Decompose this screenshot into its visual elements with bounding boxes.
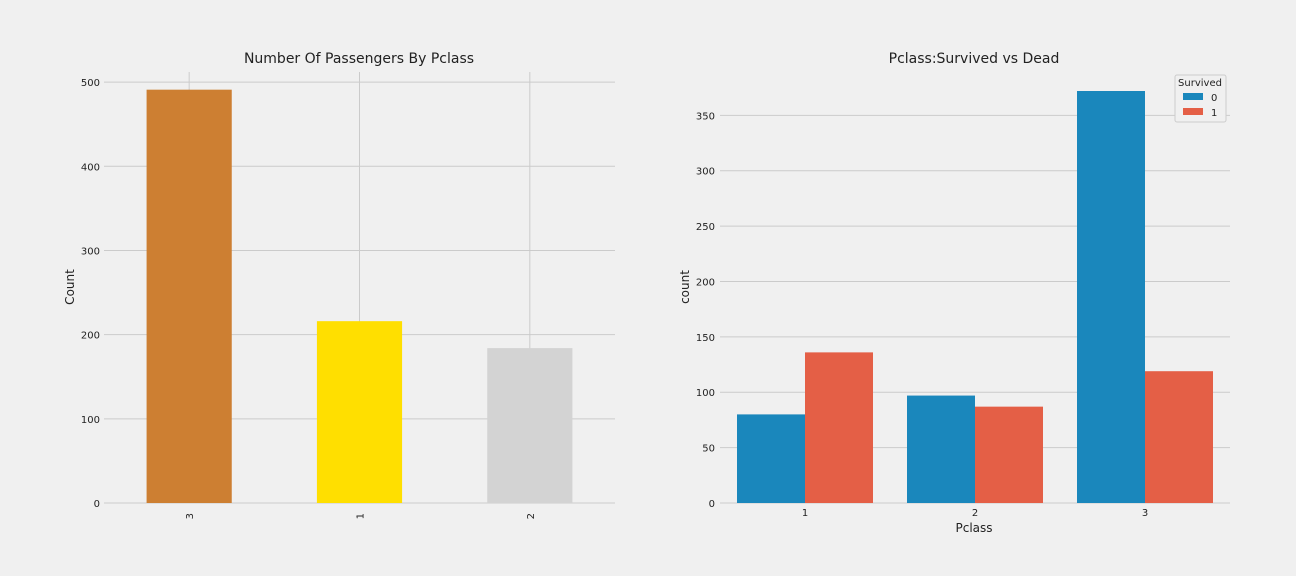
chart1-ytick-label: 100	[81, 415, 100, 426]
chart1-bar-3	[146, 89, 232, 503]
chart2-ylabel: count	[678, 270, 692, 304]
chart1-ytick-label: 300	[81, 246, 100, 257]
chart2-bar-3-survived-0	[1077, 91, 1145, 503]
chart1-ytick-label: 400	[81, 162, 100, 173]
chart1-ytick-label: 200	[81, 331, 100, 342]
chart2-bar-2-survived-1	[975, 406, 1043, 503]
chart1-title: Number Of Passengers By Pclass	[244, 51, 474, 67]
legend-label-1: 1	[1211, 108, 1217, 119]
chart2-title: Pclass:Survived vs Dead	[889, 51, 1060, 67]
chart2-bar-3-survived-1	[1145, 371, 1213, 503]
chart2-bar-1-survived-0	[737, 414, 805, 503]
chart2-ytick-label: 0	[709, 499, 715, 510]
chart1-ylabel: Count	[63, 269, 77, 305]
chart1-xtick-label: 2	[526, 513, 537, 519]
chart-passengers-by-pclass: Number Of Passengers By Pclass Count 0 10…	[63, 51, 615, 519]
chart1-bar-2	[487, 348, 573, 503]
chart1-bar-1	[316, 321, 403, 503]
chart2-bar-1-survived-1	[805, 352, 873, 503]
chart2-ytick-label: 250	[696, 222, 715, 233]
chart1-ytick-label: 0	[94, 499, 100, 510]
chart2-xlabel: Pclass	[955, 521, 992, 535]
chart2-ytick-label: 150	[696, 333, 715, 344]
chart2-xtick-label: 3	[1142, 508, 1148, 519]
chart2-xtick-label: 2	[972, 508, 978, 519]
legend-title: Survived	[1178, 78, 1222, 89]
legend-swatch-1	[1183, 108, 1203, 115]
chart2-bar-2-survived-0	[907, 395, 975, 503]
chart1-xtick-label: 3	[185, 513, 196, 519]
chart2-legend: Survived 0 1	[1174, 74, 1227, 123]
chart-survived-vs-dead: Pclass:Survived vs Dead count Pclass 0 50…	[678, 51, 1230, 535]
chart2-ytick-label: 200	[696, 277, 715, 288]
chart2-ytick-label: 350	[696, 111, 715, 122]
legend-swatch-0	[1183, 93, 1203, 100]
chart2-ytick-label: 300	[696, 167, 715, 178]
chart1-xtick-label: 1	[356, 513, 367, 519]
chart2-ytick-label: 100	[696, 388, 715, 399]
chart2-xtick-label: 1	[802, 508, 808, 519]
legend-label-0: 0	[1211, 93, 1217, 104]
chart2-ytick-label: 50	[702, 444, 715, 455]
chart1-ytick-label: 500	[81, 78, 100, 89]
